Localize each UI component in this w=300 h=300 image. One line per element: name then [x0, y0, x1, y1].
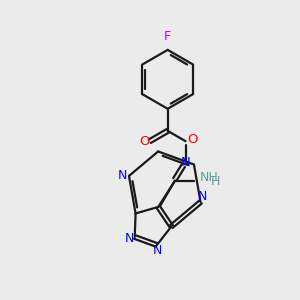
Text: O: O [139, 135, 150, 148]
Text: F: F [164, 30, 171, 44]
Text: O: O [187, 133, 197, 146]
Text: N: N [125, 232, 134, 245]
Text: H: H [211, 175, 220, 188]
Text: N: N [153, 244, 162, 257]
Text: NH: NH [200, 171, 219, 184]
Text: N: N [118, 169, 127, 182]
Text: N: N [181, 156, 190, 169]
Text: N: N [197, 190, 207, 203]
